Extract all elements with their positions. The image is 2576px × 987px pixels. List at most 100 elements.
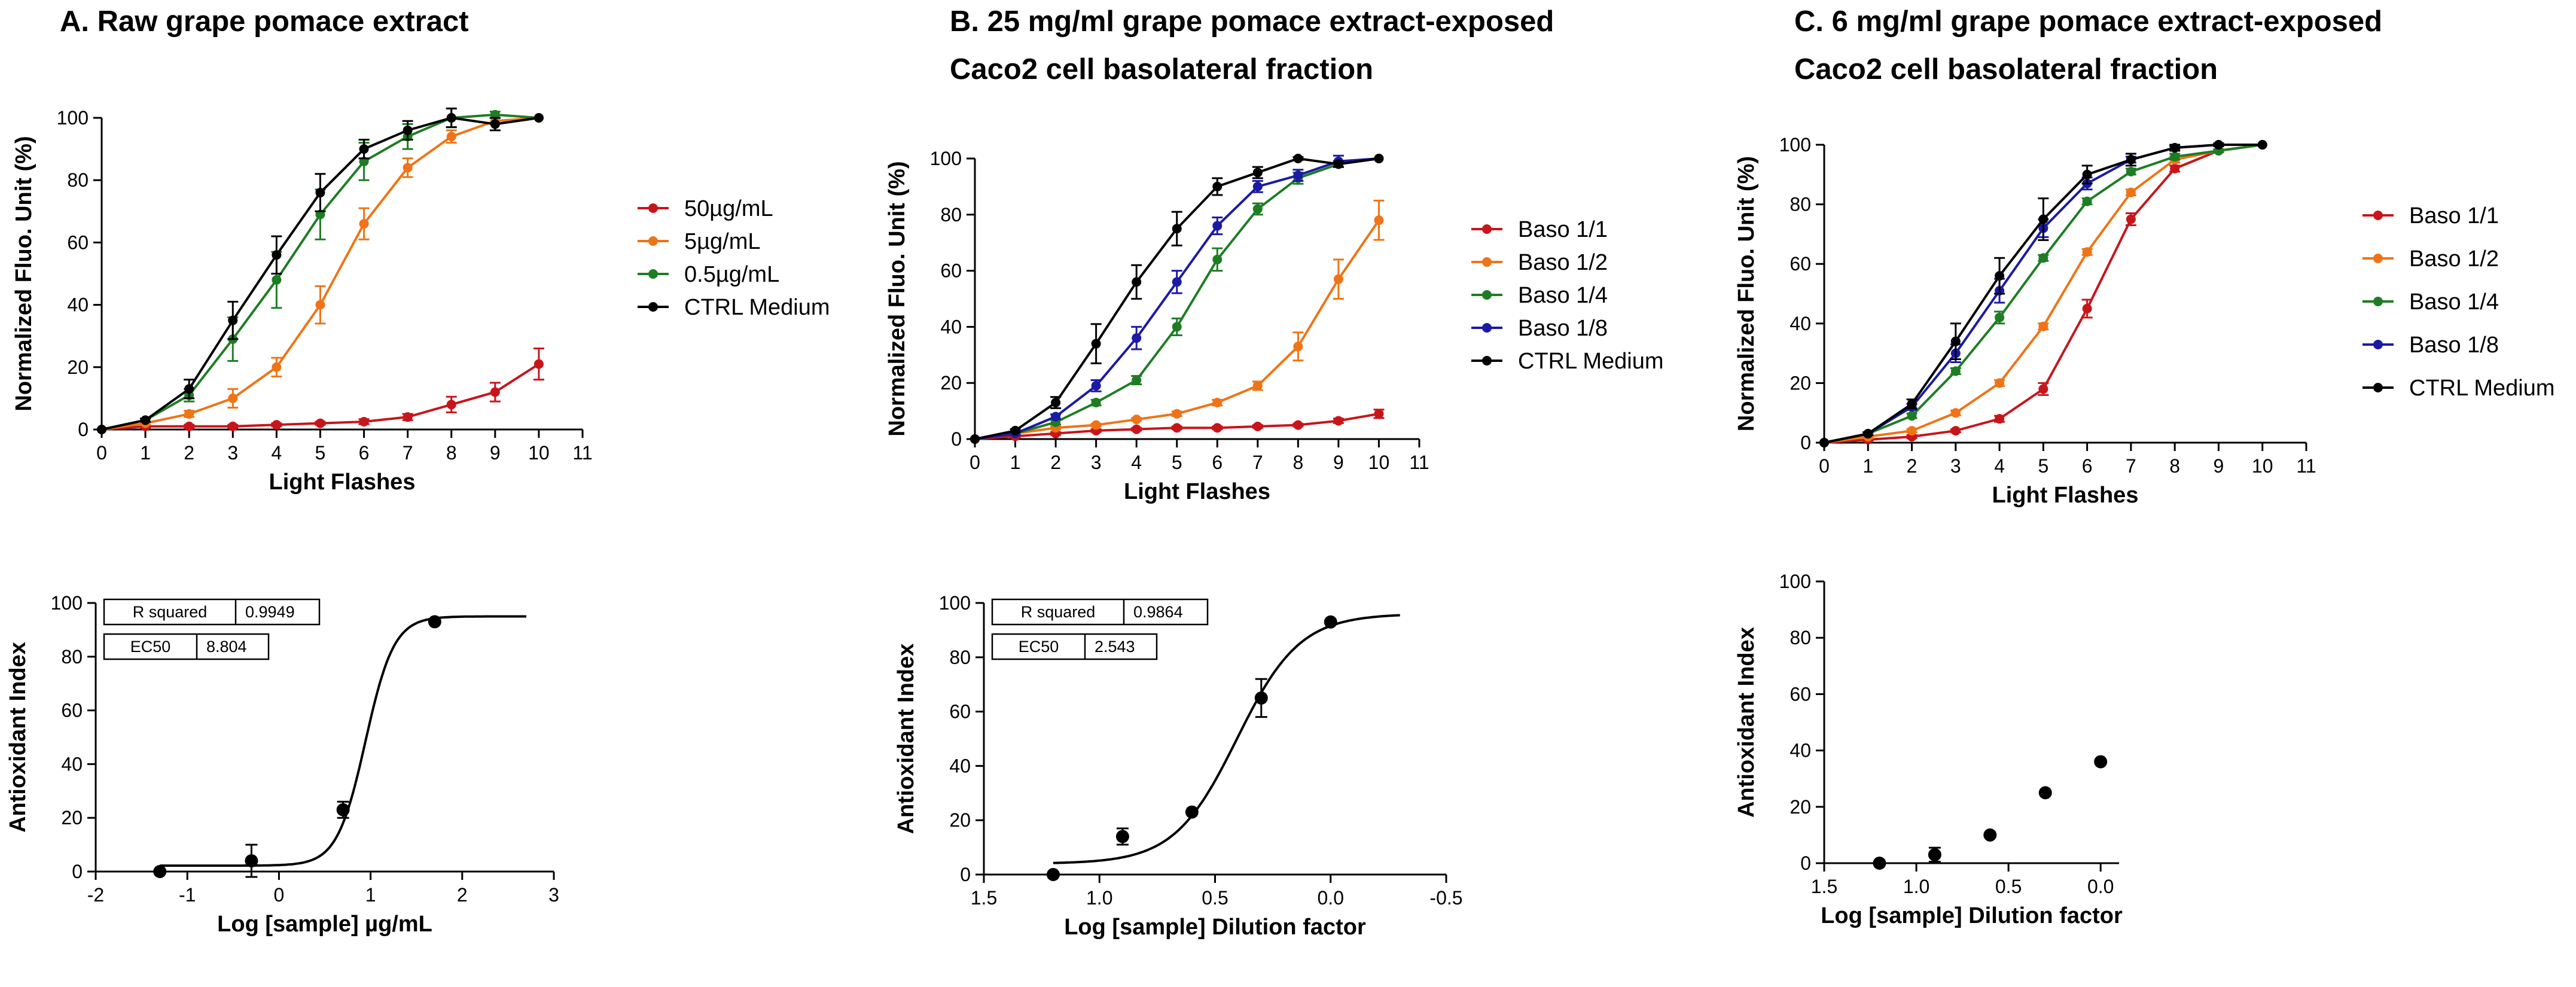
series-ctrl-medium [970,154,1384,444]
legend-marker [648,203,658,213]
x-tick-label: 0.5 [1202,887,1228,909]
x-tick-label: 5 [315,442,326,464]
y-tick-label: 20 [1790,796,1811,818]
data-point [1091,398,1101,408]
y-tick-label: 0 [1800,432,1811,453]
chart-c-top: 0 20 40 60 80 100 0 1 2 3 4 5 6 7 8 9 10 11 Light Flashes N… [1734,134,2555,508]
scatter-point [1254,678,1268,718]
chart-a-bottom: 0 20 40 60 80 100 -2 -1 0 1 2 3 Log [sample] µg/mL An… [5,592,559,937]
chart-a-top: 0 20 40 60 80 100 0 1 2 3 4 5 6 7 8 9 10 11 Light Flashes N… [11,107,830,495]
data-point [1172,409,1182,419]
legend-marker [2373,340,2383,349]
stats-box-frame [103,598,321,626]
y-tick-label: 0 [951,428,962,450]
series-line [101,117,539,431]
data-point [2082,247,2092,257]
data-point [1293,154,1303,163]
y-tick-label: 60 [61,700,83,721]
stats-box-frame [103,633,270,660]
data-point [1333,416,1343,426]
legend-entry: Baso 1/8 [1471,316,1608,341]
data-point [1995,312,2005,322]
data-point [1873,857,1886,870]
x-tick-label: 6 [1212,452,1223,473]
data-point [1995,378,2005,388]
x-axis-title: Log [sample] Dilution factor [1064,915,1366,940]
chart-c-bottom: 0 20 40 60 80 100 1.5 1.0 0.5 0.0 Log [sample] Dil… [1734,571,2123,928]
y-tick-label: 40 [1790,313,1811,334]
data-point [1252,204,1263,214]
legend-marker [648,269,658,279]
y-tick-label: 20 [61,807,83,828]
series-line [1824,144,2263,444]
y-tick-label: 60 [1790,683,1811,705]
title-panel-a: A. Raw grape pomace extract [60,5,469,38]
data-point [428,615,441,629]
series-ctrl-medium [97,107,544,434]
data-point [228,315,238,325]
scatter-point [1873,857,1886,870]
scatter-point [2038,786,2052,800]
data-point [1132,277,1142,287]
x-tick-label: 6 [2082,455,2093,477]
x-tick-label: 5 [2038,455,2048,477]
stats-box-r-squared: R squared 0.9864 [991,598,1209,626]
x-tick-label: 1 [1010,452,1021,473]
y-tick-label: 80 [940,204,962,226]
x-tick-label: -2 [87,884,104,906]
series-baso-1-4 [1819,140,2267,447]
data-point [2126,187,2136,197]
x-axis-title: Log [sample] Dilution factor [1821,903,2123,928]
data-point [970,434,980,444]
title-panel-b-line1: B. 25 mg/ml grape pomace extract-exposed [950,5,1554,38]
data-point [1907,411,1917,421]
series-baso-1-4 [970,154,1384,444]
data-point [2126,154,2136,164]
data-point [1051,412,1061,422]
y-tick-label: 80 [949,647,971,668]
x-tick-label: 0 [96,442,107,464]
scatter-point [1324,615,1337,629]
data-point [403,163,413,173]
stats-label: EC50 [130,638,171,656]
data-point [1051,398,1061,408]
data-point [1995,414,2005,424]
x-tick-label: 4 [1131,452,1142,473]
y-tick-label: 100 [930,148,962,169]
data-point [1252,167,1263,178]
data-point [1172,277,1182,287]
data-point [2214,140,2224,150]
y-tick-label: 0 [1800,852,1811,874]
fit-curve [160,615,526,867]
data-point [1374,154,1384,163]
series-baso-1-2 [1819,140,2267,447]
y-tick-label: 80 [1790,194,1811,215]
x-tick-label: 2 [1907,455,1917,477]
data-point [1863,429,1873,439]
data-point [2082,169,2092,179]
x-tick-label: -0.5 [1429,887,1462,909]
y-tick-label: 40 [1790,740,1811,761]
y-tick-label: 20 [67,357,89,378]
legend-marker [2373,297,2383,306]
data-point [1091,380,1101,391]
series-line [1824,144,2263,444]
legend-entry: Baso 1/1 [1471,217,1608,242]
legend-marker [2373,254,2383,263]
data-point [1293,420,1303,430]
x-tick-label: 2 [457,884,468,906]
data-point [184,421,194,431]
data-point [153,865,167,878]
data-point [1172,224,1182,234]
legend-label: Baso 1/2 [2409,246,2499,272]
y-tick-label: 0 [72,861,83,882]
data-point [1950,426,1961,436]
x-axis-title: Log [sample] µg/mL [217,912,432,937]
y-tick-label: 80 [1790,627,1811,648]
x-tick-label: -1 [179,884,196,906]
scatter-point [1115,827,1129,846]
legend-label: Baso 1/4 [1518,283,1608,308]
stats-label: R squared [1021,603,1096,621]
series-line [974,157,1379,440]
